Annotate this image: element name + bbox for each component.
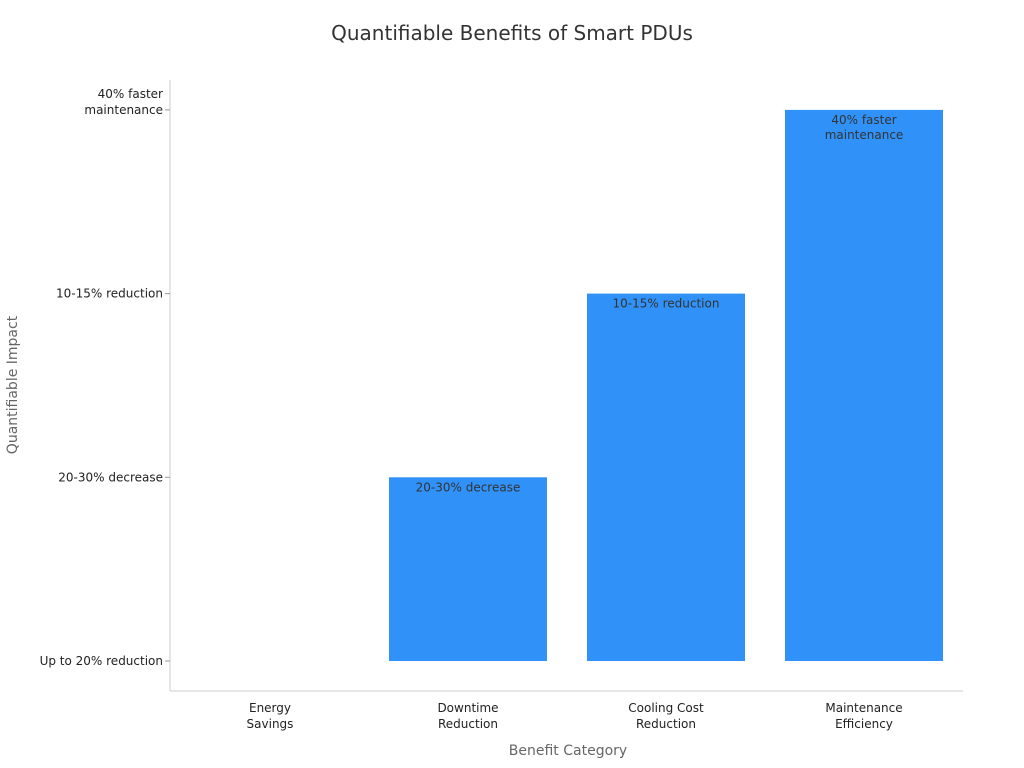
chart-title-line: Quantifiable Benefits of Smart PDUs [331, 21, 693, 45]
data-label: 10-15% reduction [613, 297, 720, 311]
y-axis-label-line: Quantifiable Impact [5, 315, 21, 454]
x-tick-label: Downtime Reduction [437, 701, 498, 731]
chart-title: Quantifiable Benefits of Smart PDUs [331, 21, 693, 45]
data-label-line: 20-30% decrease [416, 480, 521, 494]
x-tick-label-line: Cooling Cost [628, 701, 704, 715]
x-tick-label-line: Downtime [437, 701, 498, 715]
x-tick-label-line: Reduction [636, 717, 696, 731]
y-tick-label-line: 20-30% decrease [58, 470, 163, 484]
y-tick-label: Up to 20% reduction [40, 654, 163, 668]
x-axis-label-line: Benefit Category [509, 743, 627, 759]
data-label-line: 40% faster [831, 113, 896, 127]
x-tick-label: Energy Savings [247, 701, 294, 731]
x-tick-label-line: Savings [247, 717, 294, 731]
data-label-line: 10-15% reduction [613, 297, 720, 311]
y-tick-label: 20-30% decrease [58, 470, 163, 484]
y-tick-label-line: maintenance [84, 103, 163, 117]
x-tick-label-line: Reduction [438, 717, 498, 731]
y-tick-label: 10-15% reduction [56, 287, 163, 301]
bar [587, 293, 745, 661]
x-tick-label-line: Maintenance [825, 701, 902, 715]
data-label-line: maintenance [825, 128, 904, 142]
x-tick-label-line: Energy [249, 701, 291, 715]
x-tick-label-line: Efficiency [835, 717, 893, 731]
data-label: 20-30% decrease [416, 480, 521, 494]
y-axis-label: Quantifiable Impact [5, 315, 21, 454]
x-axis-label: Benefit Category [509, 743, 627, 759]
bar [785, 109, 943, 661]
data-label: 40% faster maintenance [825, 113, 904, 142]
y-tick-label-line: 40% faster [98, 87, 163, 101]
y-tick-label-line: 10-15% reduction [56, 287, 163, 301]
y-tick-label-line: Up to 20% reduction [40, 654, 163, 668]
x-tick-label: Cooling Cost Reduction [628, 701, 704, 731]
x-tick-label: Maintenance Efficiency [825, 701, 902, 731]
y-tick-label: 40% faster maintenance [84, 87, 163, 117]
bar [389, 477, 547, 661]
